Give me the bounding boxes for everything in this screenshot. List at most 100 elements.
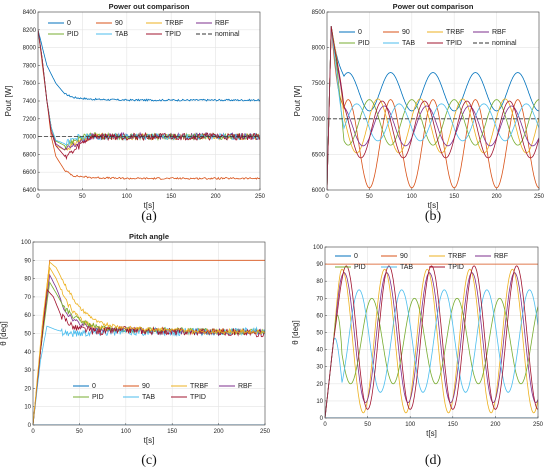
y-tick-label: 80 [316,279,323,285]
chart-title: Power out comparison [393,2,474,11]
y-axis-label: θ [deg] [0,321,8,345]
y-tick-label: 30 [24,368,31,374]
y-tick-label: 70 [316,296,323,302]
series-line-RBF [327,26,539,190]
y-tick-label: 10 [24,405,31,411]
chart-title: Pitch angle [129,232,169,241]
series-line-0 [327,26,539,190]
x-axis-label: t[s] [426,429,437,438]
legend-label: 90 [402,29,410,36]
series-line-PID [38,29,260,150]
legend-label: RBF [494,253,508,260]
y-tick-label: 10 [316,399,323,405]
x-axis-label: t[s] [144,436,155,445]
series-line-TPID [327,26,539,190]
panel-caption: (b) [425,209,442,224]
legend-label: RBF [215,20,229,27]
y-tick-label: 7000 [312,117,326,123]
y-tick-label: 100 [313,245,324,251]
legend-label: TPID [448,264,464,271]
legend-label: RBF [238,383,252,390]
series-group [325,263,538,418]
y-tick-label: 20 [24,386,31,392]
series-line-90 [33,259,265,425]
y-tick-label: 7000 [23,135,37,141]
y-tick-label: 8500 [312,10,326,16]
y-tick-label: 8400 [23,10,37,16]
x-tick-label: 100 [122,194,133,200]
x-tick-label: 250 [533,422,544,428]
chart-title: Power out comparison [109,2,190,11]
x-tick-label: 0 [325,194,329,200]
x-tick-label: 50 [364,422,371,428]
series-line-PID [325,297,538,418]
y-tick-label: 8000 [312,46,326,52]
x-tick-label: 100 [407,194,418,200]
series-group [38,29,260,180]
x-tick-label: 250 [534,194,545,200]
legend-label: 0 [358,29,362,36]
x-tick-label: 200 [211,194,222,200]
series-line-90 [38,29,260,180]
y-tick-label: 90 [24,258,31,264]
x-axis-label: t[s] [144,201,155,210]
panel-caption: (d) [425,453,442,468]
x-tick-label: 150 [166,194,177,200]
series-line-TAB [327,26,539,190]
panel-caption: (a) [141,209,157,224]
y-axis-label: Pout [W] [4,86,13,117]
x-tick-label: 200 [214,429,225,435]
series-line-90 [327,26,539,190]
series-line-RBF [33,273,265,425]
y-tick-label: 8200 [23,28,37,34]
y-tick-label: 50 [316,331,323,337]
x-tick-label: 250 [255,194,266,200]
y-tick-label: 6000 [312,188,326,194]
x-tick-label: 150 [167,429,178,435]
series-line-RBF [325,272,538,418]
x-tick-label: 50 [79,194,86,200]
y-tick-label: 0 [28,423,32,429]
y-tick-label: 7600 [23,81,37,87]
legend-label: TAB [115,31,128,38]
series-line-TRBF [325,268,538,418]
legend-label: 90 [400,253,408,260]
legend-label: 0 [67,20,71,27]
legend-label: TRBF [448,253,466,260]
y-tick-label: 70 [24,295,31,301]
legend-label: TAB [142,394,155,401]
legend-label: TPID [190,394,206,401]
x-axis-label: t[s] [428,201,439,210]
y-tick-label: 7400 [23,99,37,105]
legend-label: TRBF [446,29,464,36]
series-group [327,26,539,190]
x-tick-label: 0 [323,422,327,428]
legend-label: 90 [142,383,150,390]
x-tick-label: 200 [492,194,503,200]
x-tick-label: 150 [448,422,459,428]
y-tick-label: 20 [316,382,323,388]
legend-label: PID [67,31,79,38]
legend-label: nominal [215,31,240,38]
x-tick-label: 100 [121,429,132,435]
plot-frame [37,11,261,191]
legend-label: TAB [402,40,415,47]
x-tick-label: 50 [76,429,83,435]
chart-panel-2: 0 50 100 150 200 250 6000 6500 7000 7500 8000 8500 P… [293,2,545,224]
y-tick-label: 90 [316,262,323,268]
legend-label: 0 [92,383,96,390]
y-tick-label: 50 [24,332,31,338]
y-tick-label: 40 [316,348,323,354]
legend-label: PID [358,40,370,47]
y-tick-label: 6600 [23,170,37,176]
y-tick-label: 6800 [23,152,37,158]
chart-panel-4: 0 50 100 150 200 250 0 10 20 30 40 50 60 70 80 90 100 t[s… [291,245,544,468]
y-tick-label: 0 [320,416,324,422]
x-tick-label: 100 [405,422,416,428]
y-tick-label: 6500 [312,152,326,158]
chart-panel-3: 0 50 100 150 200 250 0 10 20 30 40 50 60 70 80 90 100 Pit… [0,232,271,468]
y-tick-label: 60 [24,313,31,319]
plot-frame [32,241,266,426]
